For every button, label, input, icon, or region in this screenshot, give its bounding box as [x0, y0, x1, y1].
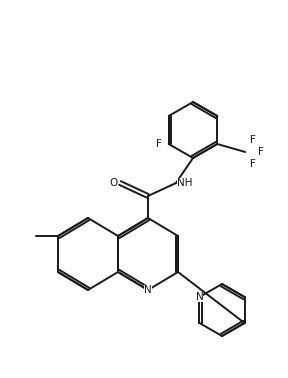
Text: F: F	[250, 135, 256, 145]
Text: NH: NH	[177, 178, 193, 188]
Text: F: F	[250, 159, 256, 169]
Text: F: F	[156, 139, 162, 149]
Text: F: F	[258, 147, 264, 157]
Text: N: N	[196, 292, 203, 302]
Text: N: N	[144, 285, 152, 295]
Text: O: O	[109, 178, 117, 188]
